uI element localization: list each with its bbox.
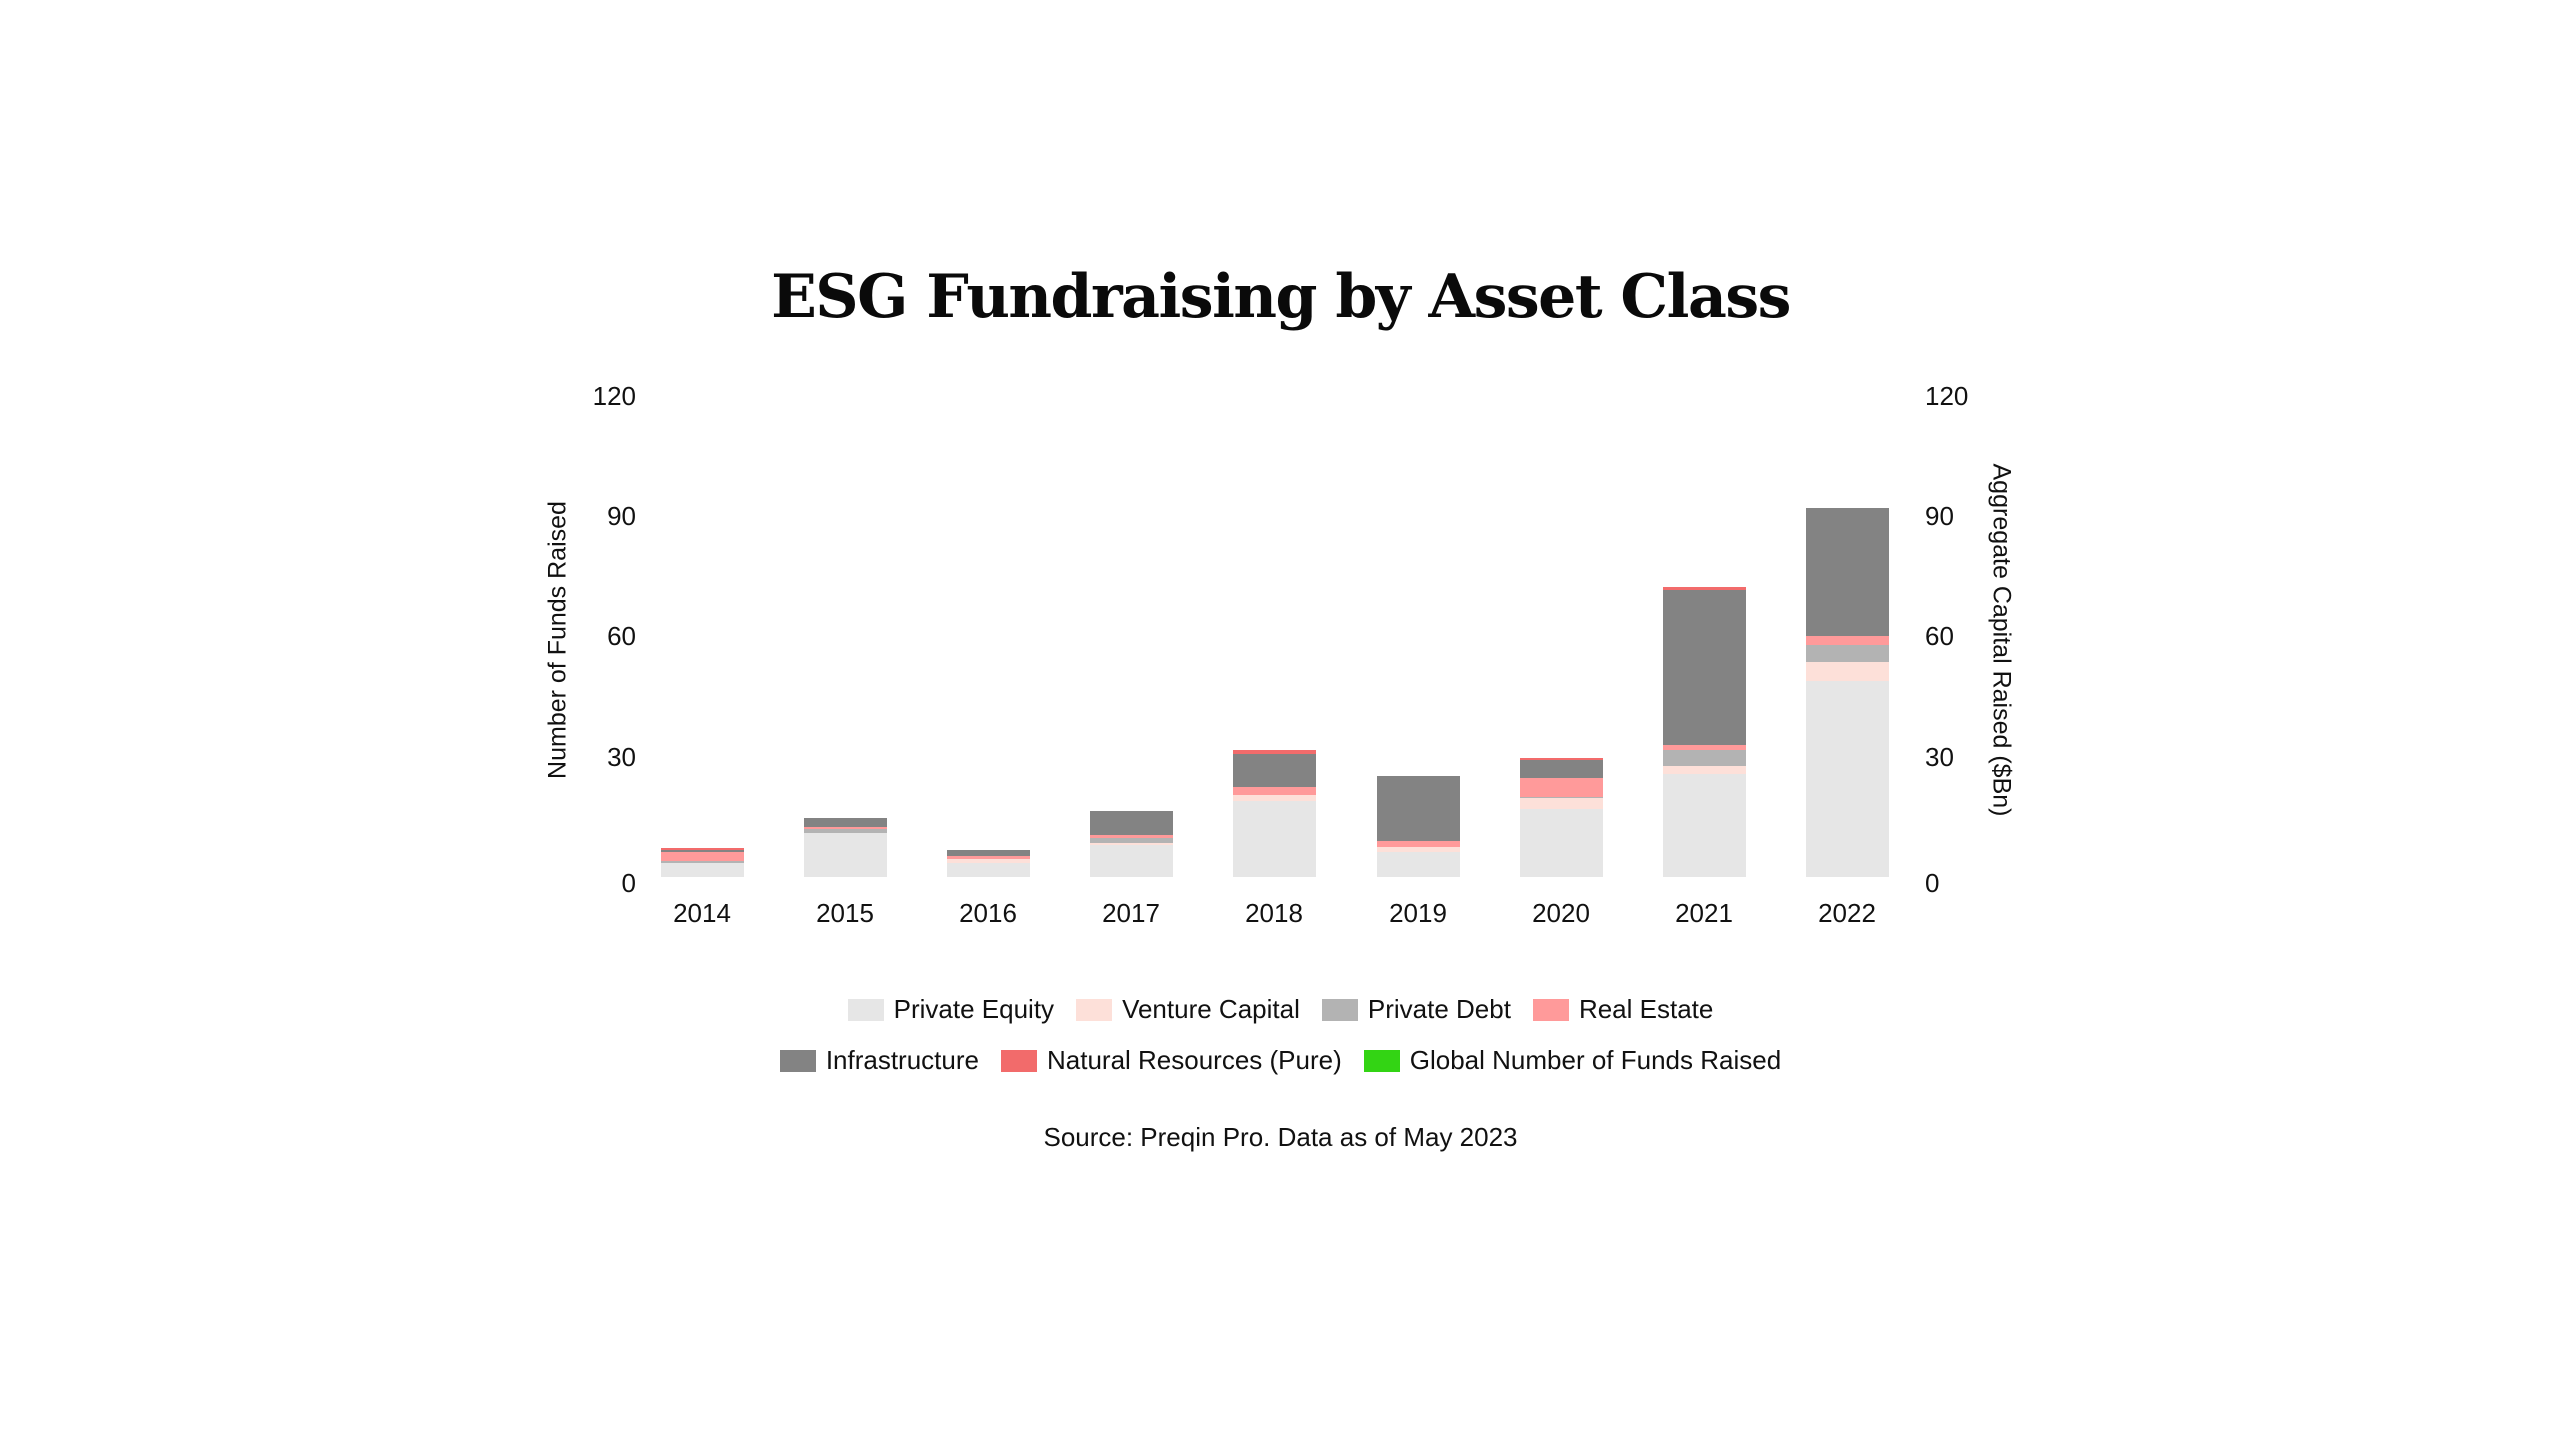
bar-segment-infrastructure [1233, 753, 1316, 787]
right-y-axis: 120 90 60 30 0 [1925, 383, 2005, 898]
infrastructure-swatch-icon [779, 1049, 816, 1072]
legend-item-global-number-of-funds[interactable]: Global Number of Funds Raised [1363, 1045, 1781, 1076]
x-tick-2017: 2017 [1102, 898, 1160, 928]
bar-segment-real-estate [1233, 786, 1316, 795]
bar-2018[interactable] [1233, 749, 1316, 877]
bar-2015[interactable] [804, 818, 887, 877]
bar-2016[interactable] [947, 849, 1030, 877]
bar-segment-private-equity [1663, 774, 1746, 877]
x-tick-2016: 2016 [959, 898, 1017, 928]
bar-segment-private-equity [1377, 852, 1460, 877]
x-tick-2019: 2019 [1389, 898, 1447, 928]
right-tick-0: 0 [1925, 868, 1940, 898]
bar-segment-private-debt [661, 860, 744, 863]
bar-segment-private-debt [1663, 749, 1746, 766]
left-tick-30: 30 [607, 742, 636, 772]
bar-segment-natural-resources-pure [1663, 587, 1746, 591]
bar-2019[interactable] [1377, 775, 1460, 877]
bar-segment-private-debt [804, 828, 887, 833]
bar-segment-venture-capital [1377, 847, 1460, 853]
global-number-swatch-icon [1363, 1049, 1400, 1072]
right-tick-60: 60 [1925, 621, 1954, 651]
bar-2022[interactable] [1806, 507, 1889, 877]
legend-item-infrastructure[interactable]: Infrastructure [779, 1045, 979, 1076]
bar-segment-venture-capital [1806, 661, 1889, 681]
bar-segment-private-debt [1520, 796, 1603, 799]
bar-segment-infrastructure [1377, 775, 1460, 841]
bar-segment-infrastructure [1663, 590, 1746, 746]
left-axis-title: Number of Funds Raised [543, 501, 572, 779]
bar-segment-infrastructure [661, 850, 744, 853]
bar-segment-infrastructure [947, 849, 1030, 856]
bar-segment-venture-capital [1090, 842, 1173, 845]
bar-segment-infrastructure [1090, 810, 1173, 835]
bar-segment-real-estate [661, 852, 744, 861]
bar-segment-natural-resources-pure [1520, 758, 1603, 760]
natural-resources-swatch-icon [1000, 1049, 1037, 1072]
right-tick-30: 30 [1925, 742, 1954, 772]
real-estate-swatch-icon [1532, 998, 1569, 1021]
bar-segment-real-estate [947, 855, 1030, 859]
right-tick-120: 120 [1925, 381, 1969, 411]
legend-item-natural-resources[interactable]: Natural Resources (Pure) [1000, 1045, 1342, 1076]
plot-area [640, 396, 1910, 877]
x-tick-2022: 2022 [1818, 898, 1876, 928]
bar-2014[interactable] [661, 848, 744, 877]
left-tick-0: 0 [621, 868, 636, 898]
bar-segment-natural-resources-pure [1233, 749, 1316, 754]
bar-segment-venture-capital [1233, 794, 1316, 801]
bar-segment-venture-capital [947, 858, 1030, 863]
bar-segment-private-equity [1806, 680, 1889, 877]
right-axis-title: Aggregate Capital Raised ($Bn) [1987, 463, 2016, 817]
legend-item-venture-capital[interactable]: Venture Capital [1076, 994, 1300, 1025]
private-debt-swatch-icon [1321, 998, 1358, 1021]
venture-capital-swatch-icon [1076, 998, 1113, 1021]
bar-segment-real-estate [804, 826, 887, 829]
bar-segment-private-equity [947, 862, 1030, 877]
right-tick-90: 90 [1925, 501, 1954, 531]
x-tick-2020: 2020 [1532, 898, 1590, 928]
x-tick-2018: 2018 [1245, 898, 1303, 928]
bar-segment-real-estate [1377, 840, 1460, 848]
bar-segment-private-equity [661, 862, 744, 877]
legend-item-private-equity[interactable]: Private Equity [847, 994, 1054, 1025]
bar-segment-infrastructure [804, 818, 887, 827]
x-tick-2021: 2021 [1675, 898, 1733, 928]
left-tick-60: 60 [607, 621, 636, 651]
legend-row-2: Infrastructure Natural Resources (Pure) … [0, 1045, 2561, 1076]
chart-title: ESG Fundraising by Asset Class [771, 262, 1791, 332]
bar-segment-real-estate [1806, 636, 1889, 645]
left-tick-90: 90 [607, 501, 636, 531]
bar-2020[interactable] [1520, 758, 1603, 877]
bar-segment-real-estate [1663, 745, 1746, 750]
bar-segment-private-debt [1806, 644, 1889, 662]
bar-segment-private-equity [1233, 800, 1316, 877]
bar-segment-real-estate [1520, 778, 1603, 797]
bar-segment-real-estate [1090, 834, 1173, 839]
legend-item-private-debt[interactable]: Private Debt [1321, 994, 1511, 1025]
legend-item-real-estate[interactable]: Real Estate [1532, 994, 1713, 1025]
bar-segment-venture-capital [1663, 765, 1746, 774]
x-tick-2015: 2015 [816, 898, 874, 928]
x-tick-2014: 2014 [673, 898, 731, 928]
bar-segment-private-equity [1520, 808, 1603, 877]
bar-segment-private-equity [1090, 844, 1173, 877]
legend-row-1: Private Equity Venture Capital Private D… [0, 994, 2561, 1025]
bar-2017[interactable] [1090, 810, 1173, 877]
bar-2021[interactable] [1663, 587, 1746, 877]
left-y-axis: 120 90 60 30 0 [560, 383, 636, 898]
bar-segment-infrastructure [1806, 507, 1889, 637]
bar-segment-venture-capital [1520, 798, 1603, 809]
bar-segment-infrastructure [1520, 760, 1603, 779]
source-note: Source: Preqin Pro. Data as of May 2023 [1043, 1122, 1518, 1152]
left-tick-120: 120 [592, 381, 636, 411]
private-equity-swatch-icon [847, 998, 884, 1021]
bar-segment-private-equity [804, 832, 887, 877]
bar-segment-natural-resources-pure [661, 848, 744, 851]
bar-segment-private-debt [1090, 838, 1173, 843]
